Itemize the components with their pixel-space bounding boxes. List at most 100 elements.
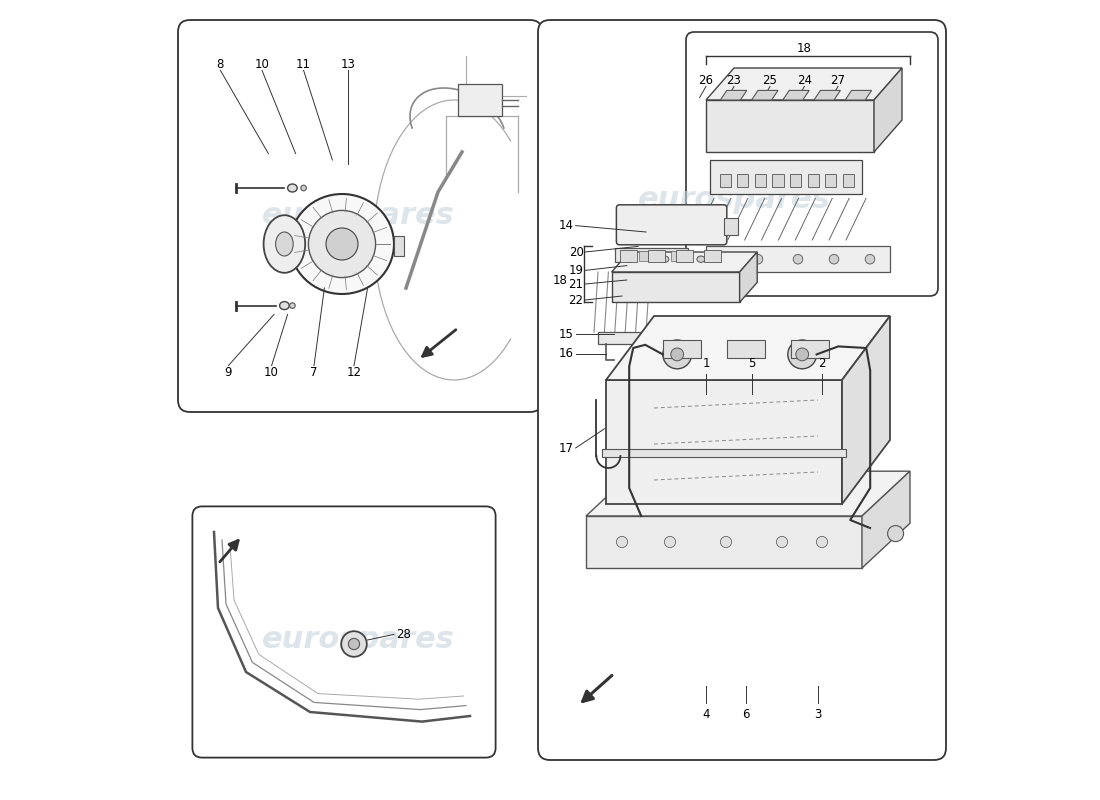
FancyBboxPatch shape — [724, 218, 738, 235]
Text: 26: 26 — [698, 74, 714, 86]
Circle shape — [664, 536, 675, 547]
Bar — [755, 174, 766, 187]
Text: eurospares: eurospares — [262, 202, 454, 230]
Text: 13: 13 — [341, 58, 355, 70]
Circle shape — [795, 348, 808, 361]
Text: 16: 16 — [559, 347, 574, 360]
Text: 23: 23 — [727, 74, 741, 86]
Bar — [602, 449, 846, 457]
Polygon shape — [706, 100, 875, 152]
Text: 10: 10 — [264, 366, 279, 378]
Ellipse shape — [661, 256, 669, 262]
Circle shape — [671, 348, 683, 361]
Text: 8: 8 — [217, 58, 224, 70]
Ellipse shape — [289, 302, 295, 309]
Text: 11: 11 — [296, 58, 311, 70]
Polygon shape — [783, 90, 810, 100]
Bar — [639, 251, 648, 261]
FancyBboxPatch shape — [686, 32, 938, 296]
Text: 15: 15 — [559, 328, 574, 341]
Circle shape — [717, 254, 727, 264]
Bar — [704, 250, 722, 262]
Circle shape — [816, 536, 827, 547]
Text: 7: 7 — [310, 366, 318, 378]
Text: 2: 2 — [818, 357, 826, 370]
Text: 22: 22 — [569, 294, 584, 306]
Text: eurospares: eurospares — [638, 466, 830, 494]
Text: 10: 10 — [254, 58, 270, 70]
Text: eurospares: eurospares — [262, 626, 454, 654]
Polygon shape — [842, 316, 890, 504]
Polygon shape — [706, 68, 902, 100]
Ellipse shape — [625, 256, 632, 262]
Text: 3: 3 — [814, 708, 822, 721]
Circle shape — [866, 254, 874, 264]
Bar — [663, 340, 701, 358]
Polygon shape — [739, 252, 757, 302]
Circle shape — [777, 536, 788, 547]
Text: 1: 1 — [702, 357, 710, 370]
Bar — [825, 174, 836, 187]
Circle shape — [829, 254, 839, 264]
Ellipse shape — [276, 232, 294, 256]
Text: 9: 9 — [224, 366, 232, 378]
FancyBboxPatch shape — [706, 246, 890, 272]
Bar — [654, 251, 664, 261]
Ellipse shape — [300, 186, 307, 190]
Bar — [737, 174, 748, 187]
Polygon shape — [586, 471, 910, 516]
Circle shape — [326, 228, 358, 260]
Circle shape — [754, 254, 762, 264]
Bar — [807, 174, 818, 187]
Circle shape — [788, 340, 816, 369]
Text: 18: 18 — [798, 42, 812, 54]
Polygon shape — [612, 252, 757, 272]
Text: 21: 21 — [569, 278, 584, 290]
Text: 6: 6 — [742, 708, 750, 721]
Bar — [623, 251, 632, 261]
Circle shape — [616, 536, 628, 547]
Bar — [671, 251, 681, 261]
FancyBboxPatch shape — [616, 205, 727, 245]
Bar — [394, 236, 404, 256]
Text: 14: 14 — [559, 219, 574, 232]
FancyBboxPatch shape — [538, 20, 946, 760]
Bar — [790, 174, 801, 187]
Circle shape — [663, 340, 692, 369]
Text: 25: 25 — [762, 74, 778, 86]
Bar — [675, 250, 693, 262]
Circle shape — [349, 638, 360, 650]
Bar — [791, 340, 829, 358]
Text: 20: 20 — [569, 246, 584, 258]
Bar — [772, 174, 783, 187]
Ellipse shape — [264, 215, 305, 273]
Text: 17: 17 — [559, 442, 574, 454]
FancyBboxPatch shape — [178, 20, 542, 412]
Circle shape — [308, 210, 375, 278]
Bar — [619, 250, 637, 262]
Text: 5: 5 — [748, 357, 756, 370]
Text: 24: 24 — [796, 74, 812, 86]
FancyBboxPatch shape — [710, 160, 862, 194]
Circle shape — [793, 254, 803, 264]
Bar — [648, 250, 666, 262]
Polygon shape — [586, 516, 862, 568]
Bar — [843, 174, 854, 187]
Bar — [719, 174, 730, 187]
Text: 27: 27 — [830, 74, 846, 86]
Polygon shape — [606, 380, 842, 504]
Text: 19: 19 — [569, 264, 584, 277]
Polygon shape — [845, 90, 871, 100]
Bar — [727, 340, 766, 358]
Circle shape — [888, 526, 903, 542]
Text: 12: 12 — [346, 366, 362, 378]
Polygon shape — [720, 90, 747, 100]
FancyBboxPatch shape — [458, 84, 502, 116]
Ellipse shape — [697, 256, 705, 262]
Polygon shape — [612, 272, 739, 302]
Ellipse shape — [287, 184, 297, 192]
FancyBboxPatch shape — [192, 506, 496, 758]
Ellipse shape — [290, 194, 394, 294]
Text: 4: 4 — [702, 708, 710, 721]
Text: 18: 18 — [552, 274, 568, 286]
